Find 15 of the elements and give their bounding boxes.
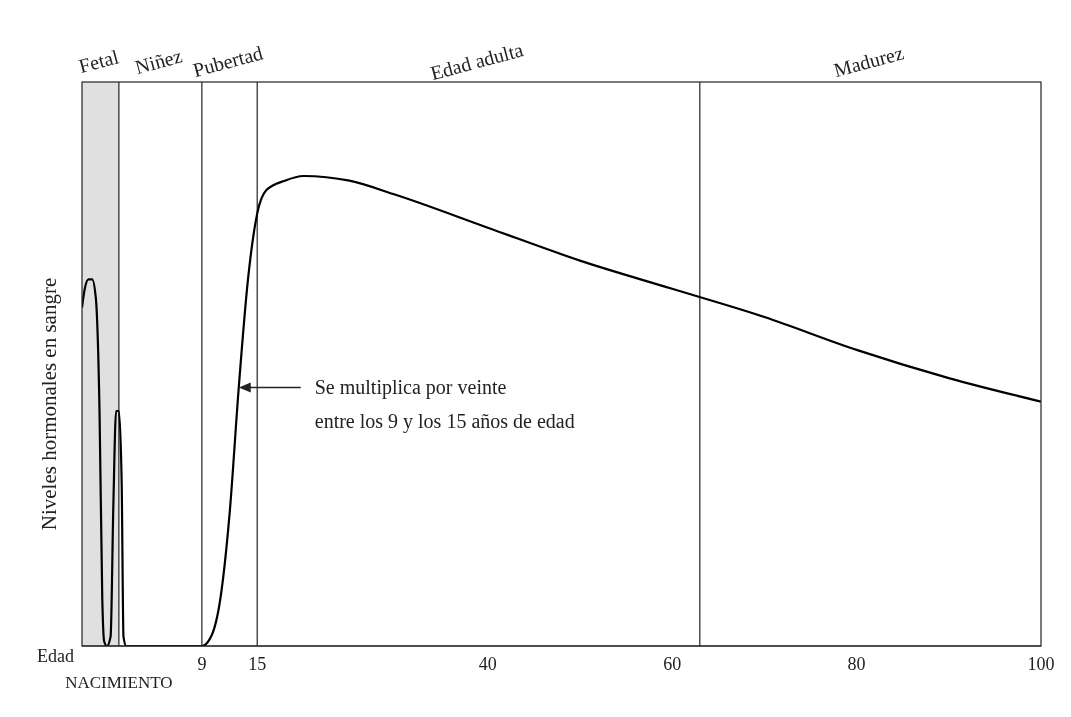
annotation: Se multiplica por veinte entre los 9 y los 15 años de edad: [314, 375, 575, 433]
x-tick-label: 80: [847, 654, 866, 674]
y-axis-title: Niveles hormonales en sangre: [37, 277, 61, 531]
text: Madurez: [831, 41, 906, 82]
x-tick-label: 9: [197, 654, 207, 674]
ref-line-label: NACIMIENTO: [65, 673, 173, 692]
text: Niñez: [132, 44, 185, 79]
text: Pubertad: [190, 41, 265, 82]
x-axis-title: Edad: [37, 646, 74, 666]
x-tick-label: 100: [1027, 654, 1055, 674]
x-tick-label: 60: [663, 654, 682, 674]
x-tick-label: 15: [248, 654, 267, 674]
band-label: Fetal: [76, 45, 122, 78]
text: Edad adulta: [427, 38, 526, 85]
x-tick-label: 40: [478, 654, 497, 674]
